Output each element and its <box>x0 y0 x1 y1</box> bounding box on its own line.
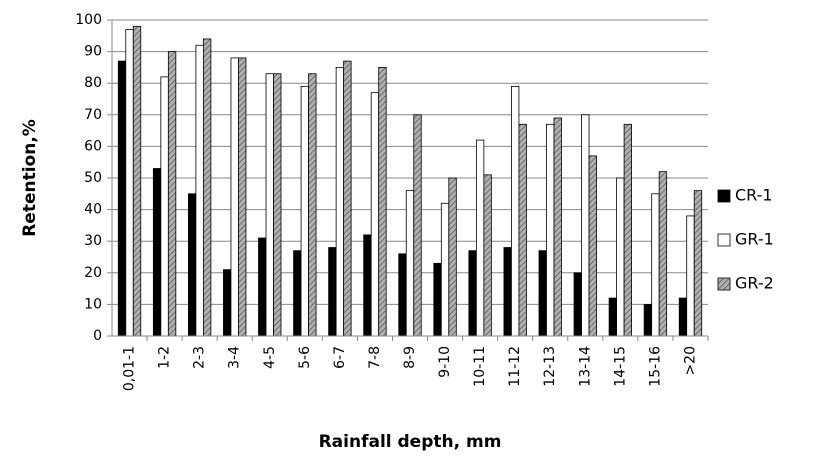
bar <box>518 123 527 337</box>
x-tick-label: 12-13 <box>542 346 558 387</box>
x-tick-label: 7-8 <box>367 346 383 369</box>
y-tick-label: 0 <box>93 328 102 344</box>
x-axis-title: Rainfall depth, mm <box>319 432 502 452</box>
x-tick-label: 11-12 <box>507 346 523 387</box>
x-tick-label: 1-2 <box>157 346 173 369</box>
legend-label: CR-1 <box>735 186 773 205</box>
legend-label: GR-2 <box>735 274 774 293</box>
bar <box>686 215 695 337</box>
legend-swatch <box>717 233 731 247</box>
y-tick-label: 60 <box>84 138 102 154</box>
bar <box>293 250 302 337</box>
bar <box>238 57 247 337</box>
bar <box>223 269 232 337</box>
bar <box>511 85 520 337</box>
y-tick-label: 100 <box>75 12 102 28</box>
bar <box>167 51 177 337</box>
bar <box>581 114 590 337</box>
x-tick-label: 3-4 <box>227 346 243 369</box>
bar <box>413 114 422 337</box>
x-tick-label: 5-6 <box>297 346 313 369</box>
bar <box>273 73 282 337</box>
bar <box>623 123 633 337</box>
bar <box>475 139 485 337</box>
bar <box>265 73 274 337</box>
bar <box>643 303 653 337</box>
x-tick-label: 10-11 <box>472 346 488 387</box>
bar <box>651 193 660 337</box>
y-tick-label: 80 <box>84 75 102 91</box>
y-tick-label: 30 <box>84 233 102 249</box>
bar <box>152 168 162 337</box>
bar <box>433 262 442 337</box>
bar <box>573 272 582 337</box>
bar <box>230 57 239 337</box>
bar <box>370 92 380 337</box>
bar <box>658 171 668 337</box>
x-tick-label: 2-3 <box>192 346 208 369</box>
x-tick-label: 0,01-1 <box>122 346 138 391</box>
y-tick-label: 50 <box>84 170 102 186</box>
bar <box>546 123 555 337</box>
bar <box>616 177 625 337</box>
y-axis-title: Retention,% <box>20 119 40 237</box>
bar <box>503 247 512 337</box>
bar <box>300 85 309 337</box>
bar <box>343 60 352 337</box>
bar <box>328 247 337 337</box>
bar <box>132 25 142 337</box>
x-tick-label: 8-9 <box>402 346 418 369</box>
bar <box>195 44 204 337</box>
bar <box>483 174 492 337</box>
bar <box>363 234 372 337</box>
bar <box>440 202 450 337</box>
bar <box>160 76 169 337</box>
x-tick-label: 9-10 <box>437 346 453 378</box>
x-tick-label: 4-5 <box>262 346 278 369</box>
bar <box>125 29 134 337</box>
legend-swatch <box>717 189 731 203</box>
bar <box>553 117 562 337</box>
bar <box>258 237 267 337</box>
bar <box>448 177 457 337</box>
legend-label: GR-1 <box>735 230 774 249</box>
bar <box>405 190 415 337</box>
bar <box>202 38 212 337</box>
y-tick-label: 20 <box>84 265 102 281</box>
bar <box>308 73 317 337</box>
x-tick-label: 15-16 <box>647 346 663 387</box>
x-tick-label: 14-15 <box>612 346 628 387</box>
y-tick-label: 90 <box>84 44 102 60</box>
bar <box>678 297 688 337</box>
bar <box>468 250 477 337</box>
bar <box>398 253 407 337</box>
y-tick-label: 70 <box>84 107 102 123</box>
bar <box>378 67 387 337</box>
x-tick-label: >20 <box>682 346 698 376</box>
bar <box>117 60 127 337</box>
bar <box>187 193 197 337</box>
bar <box>588 155 597 337</box>
legend-swatch <box>717 277 731 291</box>
x-tick-label: 6-7 <box>332 346 348 369</box>
bar <box>693 190 703 337</box>
bar <box>538 250 547 337</box>
y-tick-label: 10 <box>84 296 102 312</box>
x-tick-label: 13-14 <box>577 346 593 387</box>
y-tick-label: 40 <box>84 202 102 218</box>
bar <box>608 297 618 337</box>
bar <box>335 67 345 337</box>
